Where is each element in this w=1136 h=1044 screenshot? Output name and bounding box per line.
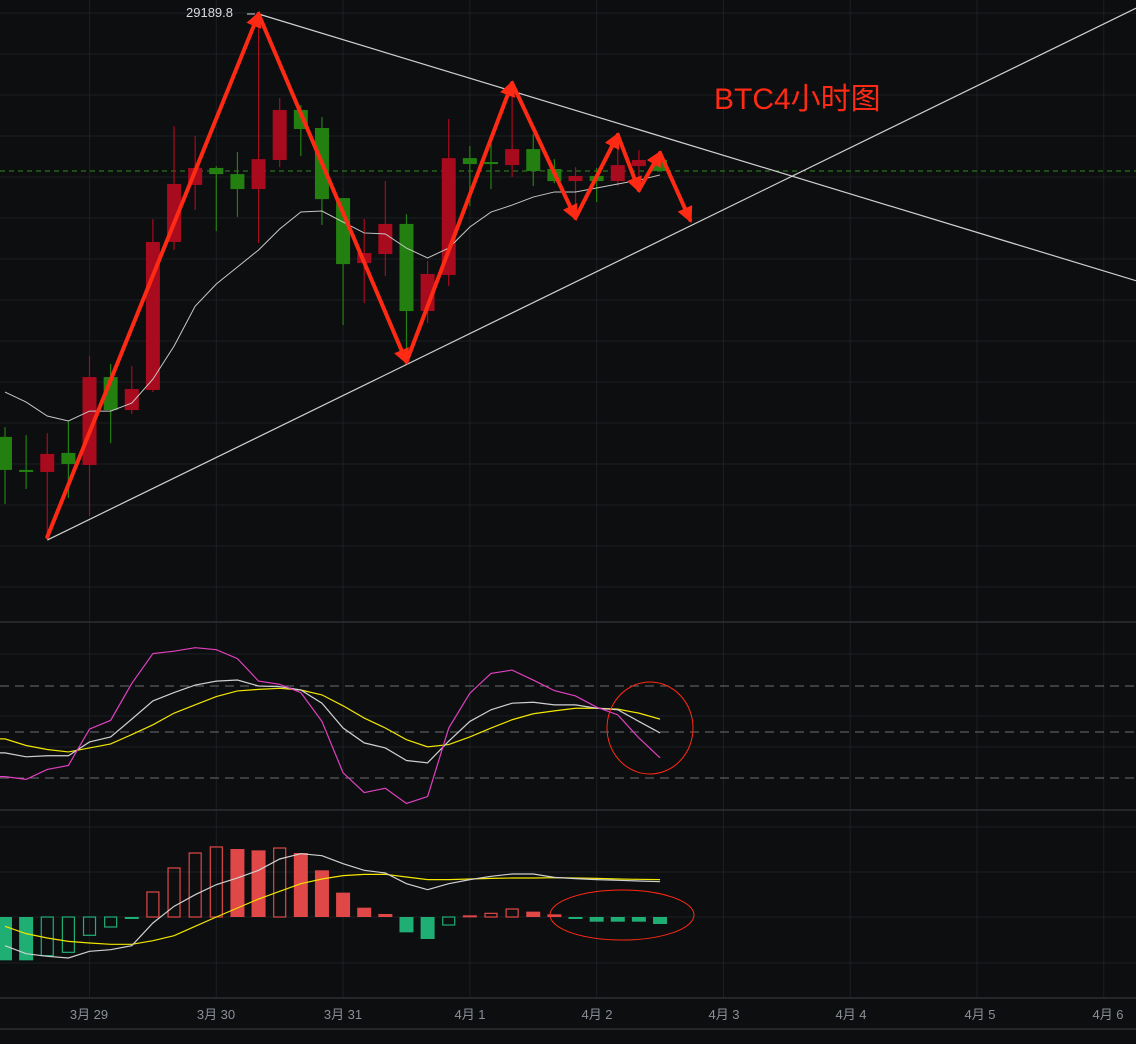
macd-histogram-bar bbox=[505, 908, 519, 918]
x-tick-label: 4月 5 bbox=[964, 1007, 996, 1022]
macd-histogram-bar bbox=[188, 852, 202, 918]
macd-histogram-bar bbox=[61, 916, 75, 953]
zigzag-arrow bbox=[615, 132, 642, 194]
high-price-label: 29189.8 bbox=[186, 5, 233, 20]
zigzag-arrow bbox=[404, 80, 516, 364]
candle-body bbox=[251, 159, 266, 190]
candle-body bbox=[610, 165, 625, 182]
candle bbox=[378, 181, 393, 276]
x-tick-label: 4月 3 bbox=[708, 1007, 740, 1022]
candle-body bbox=[336, 198, 351, 265]
zigzag-arrow bbox=[45, 11, 262, 539]
kdj-highlight-circle bbox=[606, 681, 694, 775]
candle bbox=[251, 14, 266, 243]
macd-histogram-bar bbox=[378, 913, 393, 917]
candle bbox=[0, 427, 12, 504]
kdj-d-line bbox=[0, 687, 661, 753]
candle bbox=[526, 134, 541, 186]
macd-histogram-bar bbox=[484, 912, 498, 918]
macd-histogram-bar bbox=[357, 907, 372, 917]
candle-body bbox=[462, 158, 477, 165]
macd-histogram-bar bbox=[526, 911, 541, 917]
candle bbox=[272, 98, 287, 168]
candle bbox=[145, 219, 160, 393]
macd-dea-line bbox=[4, 873, 661, 945]
candle-body bbox=[61, 452, 76, 464]
trendline bbox=[258, 13, 1136, 282]
candle-body bbox=[124, 388, 139, 411]
candle-body bbox=[441, 158, 456, 275]
macd-histogram-bar bbox=[293, 853, 308, 917]
macd-histogram-bar bbox=[336, 892, 351, 917]
x-tick-label: 4月 6 bbox=[1092, 1007, 1124, 1022]
macd-histogram-bar bbox=[631, 917, 646, 922]
candle-body bbox=[505, 149, 520, 166]
zigzag-arrow bbox=[573, 132, 620, 220]
chart-title-annotation: BTC4小时图 bbox=[714, 83, 881, 116]
macd-histogram-bar bbox=[420, 917, 435, 940]
macd-histogram-bar bbox=[251, 850, 266, 917]
candle bbox=[230, 151, 245, 217]
candle-body bbox=[568, 175, 583, 182]
candle bbox=[483, 141, 498, 190]
macd-histogram-bar bbox=[547, 914, 562, 917]
macd-histogram-bar bbox=[442, 916, 456, 926]
candle-body bbox=[40, 453, 55, 472]
macd-histogram-bar bbox=[19, 917, 34, 961]
candle-body bbox=[272, 109, 287, 160]
moving-average-line bbox=[4, 174, 661, 422]
candle bbox=[209, 166, 224, 232]
candle-body bbox=[0, 436, 12, 470]
candle-body bbox=[19, 469, 34, 472]
x-tick-label: 3月 29 bbox=[69, 1007, 109, 1022]
macd-histogram-bar bbox=[610, 917, 625, 922]
macd-histogram-bar bbox=[399, 917, 414, 933]
trendline bbox=[46, 7, 1136, 541]
macd-histogram-bar bbox=[82, 916, 97, 936]
macd-histogram-bar bbox=[568, 917, 583, 919]
zigzag-arrow bbox=[256, 12, 409, 365]
macd-histogram-bar bbox=[462, 915, 477, 918]
x-tick-label: 3月 31 bbox=[323, 1007, 363, 1022]
candle-body bbox=[230, 174, 245, 190]
candle-body bbox=[399, 223, 414, 312]
macd-histogram-bar bbox=[230, 849, 245, 917]
macd-histogram-bar bbox=[0, 917, 12, 961]
x-tick-label: 4月 1 bbox=[454, 1007, 486, 1022]
macd-histogram-bar bbox=[273, 847, 287, 918]
candle bbox=[336, 198, 351, 325]
macd-histogram-bar bbox=[167, 867, 181, 918]
kdj-j-line bbox=[0, 647, 661, 805]
candle-body bbox=[483, 162, 498, 165]
candle-body bbox=[631, 159, 646, 167]
macd-histogram-bar bbox=[124, 917, 139, 919]
x-tick-label: 4月 4 bbox=[835, 1007, 867, 1022]
zigzag-arrow bbox=[510, 81, 578, 221]
macd-dif-line bbox=[4, 853, 661, 959]
macd-histogram-bar bbox=[314, 870, 329, 917]
macd-histogram-bar bbox=[146, 891, 160, 918]
macd-histogram-bar bbox=[589, 917, 604, 922]
x-tick-label: 3月 30 bbox=[196, 1007, 236, 1022]
candle bbox=[505, 85, 520, 177]
kdj-k-line bbox=[0, 679, 661, 764]
candle-body bbox=[378, 223, 393, 255]
zigzag-arrow bbox=[636, 150, 663, 193]
candle-body bbox=[526, 149, 541, 172]
candle bbox=[40, 433, 55, 537]
candle-body bbox=[209, 167, 224, 175]
candle bbox=[19, 435, 34, 489]
x-tick-label: 4月 2 bbox=[581, 1007, 613, 1022]
macd-highlight-circle bbox=[549, 889, 695, 941]
macd-histogram-bar bbox=[653, 917, 668, 925]
zigzag-arrow bbox=[658, 150, 693, 223]
macd-histogram-bar bbox=[104, 916, 118, 928]
